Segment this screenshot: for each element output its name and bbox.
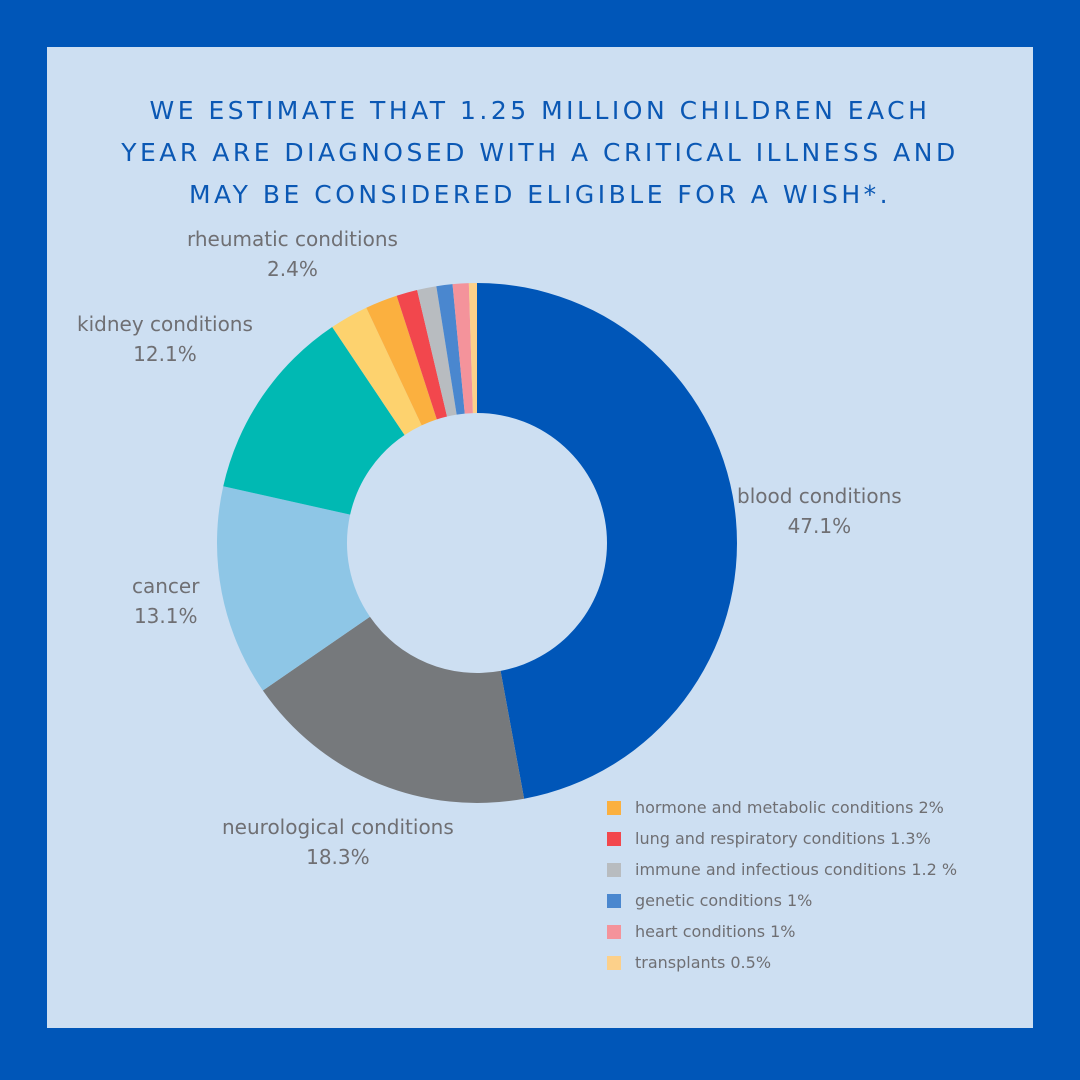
donut-chart: [216, 283, 737, 803]
label-name: neurological conditions: [222, 815, 454, 839]
label-percent: 18.3%: [306, 845, 370, 869]
slice-rheumatic-conditions: [332, 307, 422, 436]
legend-swatch: [607, 924, 621, 939]
legend-label: genetic conditions 1%: [635, 891, 813, 910]
legend-item-transplants: transplants 0.5%: [607, 947, 957, 978]
label-name: blood conditions: [737, 484, 902, 508]
slice-immune-and-infectious-conditions: [417, 286, 457, 417]
slice-blood-conditions: [477, 283, 737, 799]
label-name: kidney conditions: [77, 312, 253, 336]
label-percent: 13.1%: [133, 604, 198, 628]
legend-swatch: [607, 831, 621, 846]
title-line-2: YEAR ARE DIAGNOSED WITH A CRITICAL ILLNE…: [121, 138, 959, 167]
title-line-3: MAY BE CONSIDERED ELIGIBLE FOR A WISH*.: [188, 180, 892, 209]
legend-label: transplants 0.5%: [635, 953, 772, 972]
label-percent: 47.1%: [787, 514, 852, 538]
legend-item-immune-infectious: immune and infectious conditions 1.2 %: [607, 854, 957, 885]
label-cancer: cancer 13.1%: [132, 571, 199, 631]
legend: hormone and metabolic conditions 2% lung…: [607, 792, 957, 978]
label-name: cancer: [132, 574, 200, 598]
legend-item-genetic: genetic conditions 1%: [607, 885, 957, 916]
label-percent: 12.1%: [133, 342, 197, 366]
label-rheumatic-conditions: rheumatic conditions 2.4%: [187, 224, 398, 284]
legend-item-heart: heart conditions 1%: [607, 916, 957, 947]
legend-item-hormone-metabolic: hormone and metabolic conditions 2%: [607, 792, 957, 823]
label-percent: 2.4%: [267, 257, 318, 281]
legend-label: hormone and metabolic conditions 2%: [635, 798, 944, 817]
label-name: rheumatic conditions: [187, 227, 398, 251]
slice-hormone-and-metabolic-conditions: [366, 295, 437, 426]
slice-transplants: [468, 283, 477, 414]
slice-kidney-conditions: [223, 327, 405, 515]
chart-title: WE ESTIMATE THAT 1.25 MILLION CHILDREN E…: [47, 90, 1033, 216]
legend-item-lung-respiratory: lung and respiratory conditions 1.3%: [607, 823, 957, 854]
legend-swatch: [607, 800, 621, 815]
title-line-1: WE ESTIMATE THAT 1.25 MILLION CHILDREN E…: [149, 96, 931, 125]
label-neurological-conditions: neurological conditions 18.3%: [222, 812, 454, 872]
slice-lung-and-respiratory-conditions: [396, 289, 448, 420]
label-blood-conditions: blood conditions 47.1%: [737, 481, 902, 541]
legend-swatch: [607, 955, 621, 970]
slice-genetic-conditions: [436, 284, 465, 415]
slice-neurological-conditions: [262, 616, 525, 803]
legend-swatch: [607, 862, 621, 877]
legend-swatch: [607, 893, 621, 908]
legend-label: immune and infectious conditions 1.2 %: [635, 860, 958, 879]
slice-heart-conditions: [452, 283, 473, 414]
slice-cancer: [216, 486, 370, 691]
label-kidney-conditions: kidney conditions 12.1%: [77, 309, 253, 369]
infographic-panel: WE ESTIMATE THAT 1.25 MILLION CHILDREN E…: [47, 47, 1033, 1028]
legend-label: heart conditions 1%: [635, 922, 796, 941]
legend-label: lung and respiratory conditions 1.3%: [635, 829, 931, 848]
